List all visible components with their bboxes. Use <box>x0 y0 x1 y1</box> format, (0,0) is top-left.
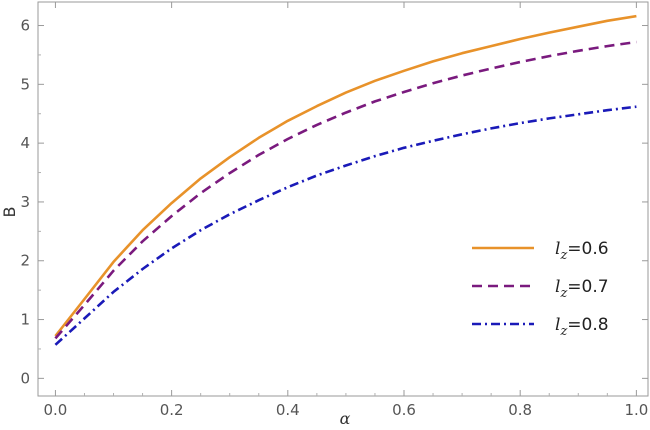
legend-var: l <box>555 277 560 297</box>
legend-subscript: z <box>559 286 567 301</box>
x-tick-label: 0.6 <box>392 401 416 419</box>
x-tick-label: 0.4 <box>276 401 300 419</box>
plot-frame <box>37 1 649 397</box>
y-tick-label: 1 <box>20 311 30 329</box>
y-tick-label: 4 <box>20 134 30 152</box>
x-tick-label: 0.2 <box>160 401 184 419</box>
plot-border <box>37 1 649 397</box>
legend-subscript: z <box>559 248 567 263</box>
legend-entry-2: lz=0.7 <box>555 277 609 301</box>
axis-ticks: 0.0 0.2 0.4 0.6 0.8 1.0 0 1 2 3 4 5 6 <box>20 2 648 419</box>
x-axis-label: α <box>340 409 351 428</box>
legend-entry-1: lz=0.6 <box>555 239 609 263</box>
y-tick-label: 0 <box>20 369 30 387</box>
legend-subscript: z <box>559 324 567 339</box>
series-line-3 <box>54 105 637 346</box>
legend-value: =0.7 <box>567 277 608 297</box>
y-tick-label: 5 <box>20 75 30 93</box>
x-tick-label: 1.0 <box>624 401 648 419</box>
y-tick-label: 3 <box>20 193 30 211</box>
x-tick-label: 0.0 <box>43 401 67 419</box>
y-axis-label: B <box>0 207 19 218</box>
x-tick-label: 0.8 <box>508 401 532 419</box>
legend-value: =0.8 <box>567 315 608 335</box>
series-line-2 <box>54 40 637 340</box>
legend-var: l <box>555 315 560 335</box>
y-tick-label: 6 <box>20 17 30 35</box>
legend-var: l <box>555 239 560 259</box>
legend-entry-3: lz=0.8 <box>555 315 609 339</box>
series-lines <box>54 14 637 346</box>
y-tick-label: 2 <box>20 252 30 270</box>
legend: lz=0.6lz=0.7lz=0.8 <box>472 239 609 339</box>
series-line-1 <box>54 14 637 337</box>
legend-value: =0.6 <box>567 239 608 259</box>
